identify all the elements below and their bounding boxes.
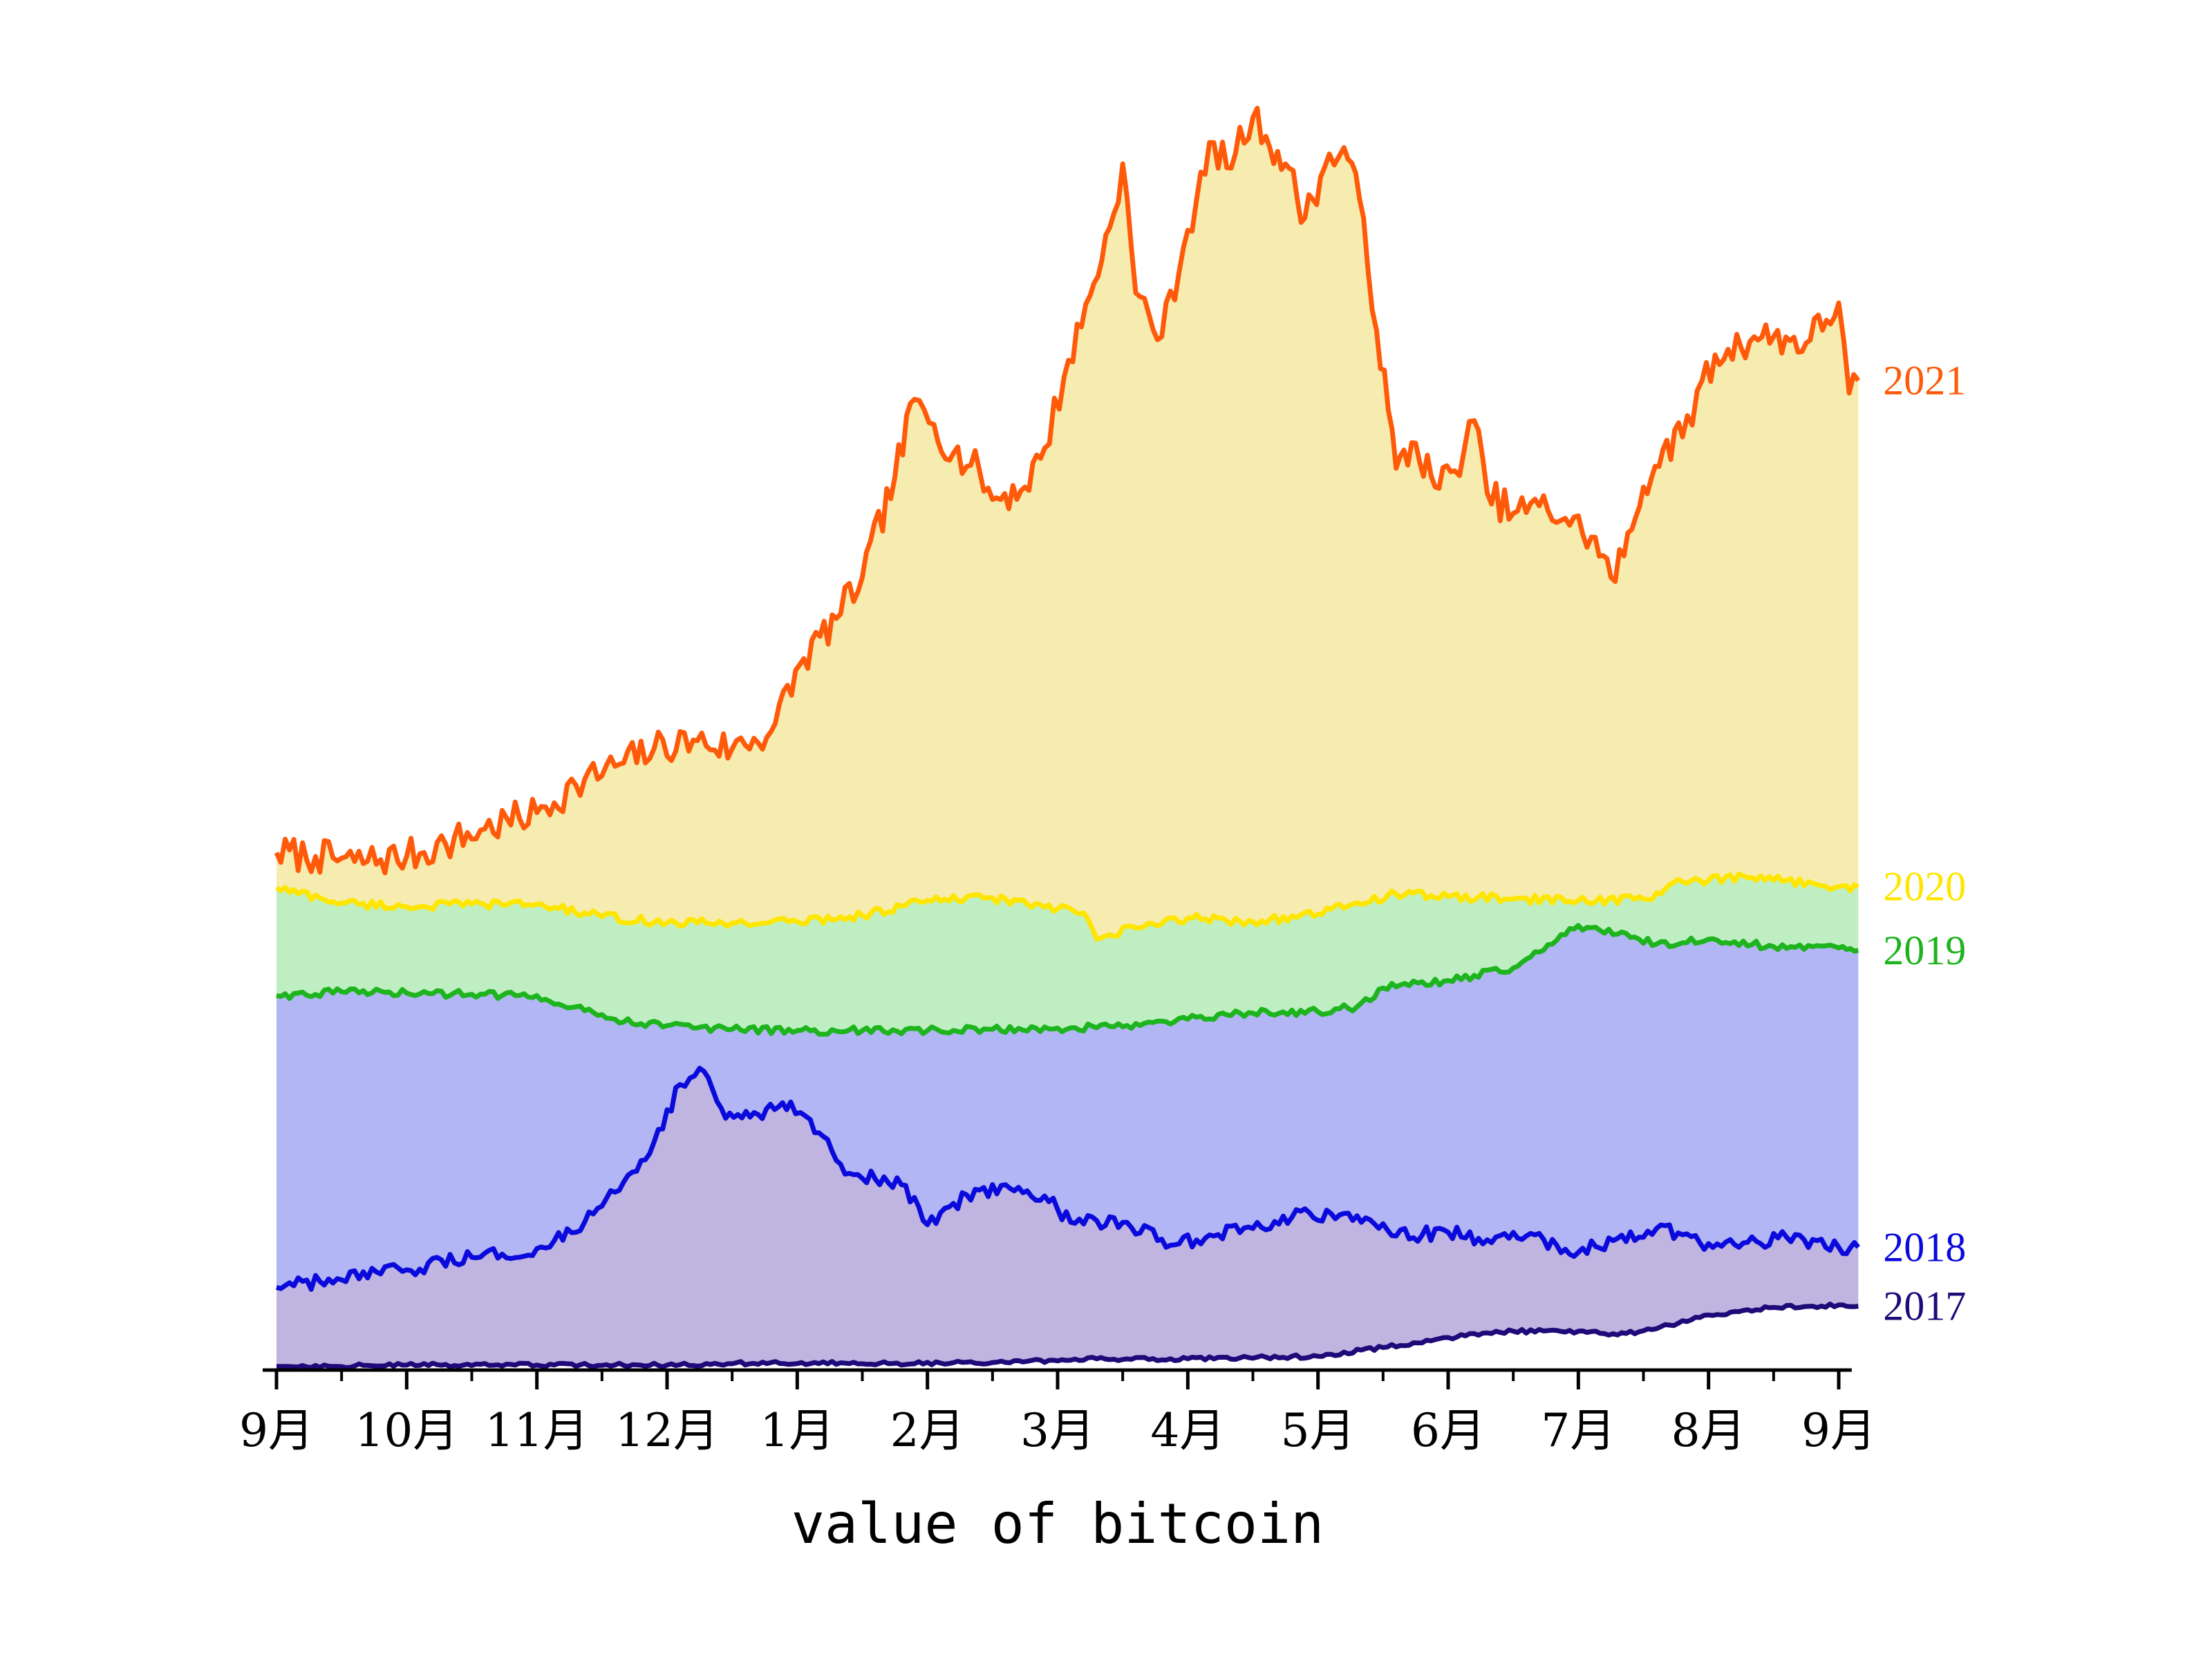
x-tick-label: 5月: [1281, 1404, 1356, 1457]
series-areas: [276, 108, 1859, 1370]
line-2017: [276, 1301, 1859, 1370]
line-2019: [276, 923, 1859, 1037]
line-2018: [276, 1065, 1860, 1292]
x-tick-label: 3月: [1020, 1404, 1095, 1457]
series-label-2019: 2019: [1883, 928, 1966, 973]
series-labels: 2021 2020 2019 2018 2017: [1883, 358, 1966, 1329]
x-tick-label: 9月: [239, 1404, 314, 1457]
x-tick-label: 7月: [1541, 1404, 1615, 1457]
series-label-2017: 2017: [1883, 1284, 1966, 1329]
series-label-2020: 2020: [1883, 864, 1966, 910]
series-label-2021: 2021: [1883, 358, 1966, 404]
x-axis: 9月 10月 11月 12月 1月 2月 3月 4月 5月 6月 7月 8月 9月: [239, 1368, 1876, 1457]
x-tick-label: 12月: [615, 1404, 719, 1457]
line-2020: [275, 872, 1859, 942]
series-lines: [274, 106, 1861, 1370]
x-tick-label: 10月: [355, 1404, 458, 1457]
area-2021: [276, 108, 1859, 939]
area-2020: [276, 874, 1859, 1035]
x-tick-label: 9月: [1801, 1404, 1876, 1457]
area-2019: [276, 925, 1859, 1290]
x-tick-label: 4月: [1150, 1404, 1225, 1457]
x-tick-label: 6月: [1411, 1404, 1485, 1457]
x-axis-title: value of bitcoin: [791, 1492, 1324, 1556]
line-2021: [274, 106, 1861, 876]
series-label-2018: 2018: [1883, 1224, 1966, 1270]
x-tick-label: 11月: [485, 1404, 589, 1457]
x-tick-label: 2月: [890, 1404, 965, 1457]
area-2017: [276, 1304, 1859, 1370]
x-tick-label: 1月: [760, 1404, 834, 1457]
x-tick-label: 8月: [1671, 1404, 1746, 1457]
